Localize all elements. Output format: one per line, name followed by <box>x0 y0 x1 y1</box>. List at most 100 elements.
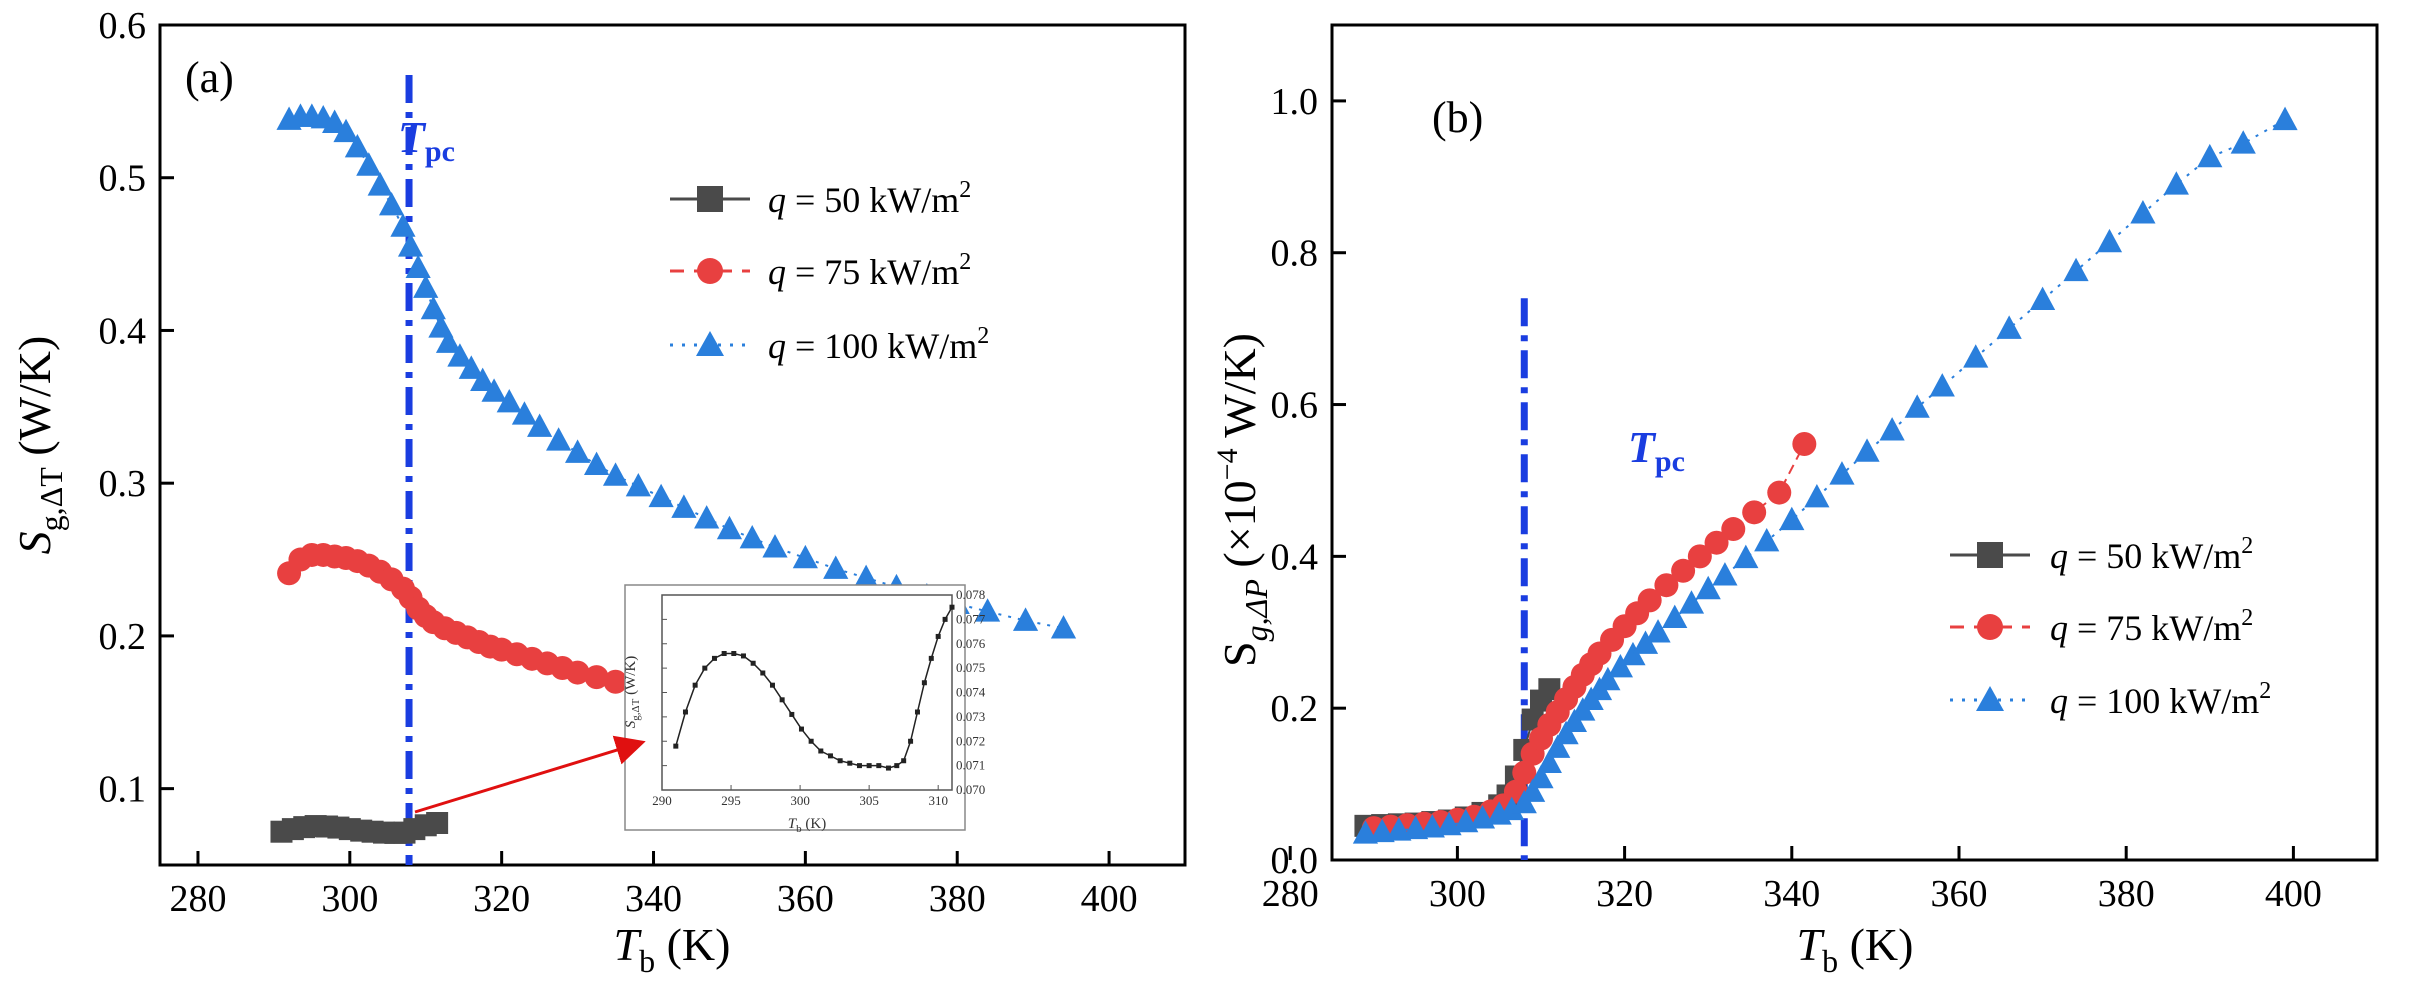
chart-b-series <box>1352 106 2298 844</box>
chart-a-ytick-label: 0.3 <box>99 463 147 505</box>
inset-data-point <box>711 655 717 661</box>
chart-b-tpc-label: Tpc <box>1628 423 1685 478</box>
chart-a-data-point <box>420 295 446 320</box>
chart-a-data-point <box>583 451 610 476</box>
chart-b-series-line <box>1365 119 2286 835</box>
inset-data-point <box>908 738 914 744</box>
inset-ytick-label: 0.077 <box>956 611 986 626</box>
inset-ytick-label: 0.070 <box>956 782 985 797</box>
inset-ytick-label: 0.071 <box>956 758 985 773</box>
inset-xtick-label: 310 <box>928 793 948 808</box>
chart-a-data-point <box>413 274 439 298</box>
inset-ytick-label: 0.074 <box>956 685 986 700</box>
inset-xtick-label: 295 <box>721 793 741 808</box>
chart-b-data-point <box>1645 619 1671 643</box>
chart-b-xtick-label: 340 <box>1763 873 1820 915</box>
chart-a-data-point <box>470 367 496 392</box>
chart-a-xtick-label: 320 <box>473 878 530 920</box>
chart-b-data-point <box>1545 734 1571 758</box>
chart-a-xlabel: Tb (K) <box>614 919 731 979</box>
chart-b-data-point <box>1742 500 1767 525</box>
chart-a-legend-label-75: q = 75 kW/m2 <box>768 249 971 292</box>
chart-b-data-point <box>1687 544 1712 569</box>
inset-data-point <box>769 682 775 688</box>
chart-b-data-point <box>2272 106 2298 131</box>
chart-a-data-point <box>603 669 628 694</box>
inset-data-point <box>798 726 804 732</box>
chart-b-ytick-label: 0.8 <box>1271 233 1319 275</box>
chart-a-data-point <box>584 665 609 690</box>
inset-data-point <box>876 763 882 769</box>
chart-b-data-point <box>2197 143 2223 168</box>
inset-data-point <box>928 655 934 661</box>
inset-data-point <box>935 633 941 639</box>
chart-a-data-point <box>390 213 416 237</box>
chart-a-data-point <box>447 343 473 367</box>
chart-a-legend-item-100: q = 100 kW/m2 <box>670 323 989 366</box>
chart-a-data-point <box>853 564 879 589</box>
chart-b-ticks: 280 300 320 340 360 380 400 0.0 0.2 0.4 0.6 0.8 1.0 <box>1262 81 2322 915</box>
chart-a-data-point <box>648 483 674 508</box>
chart-b-xtick-label: 300 <box>1429 873 1486 915</box>
inset-data-point <box>779 697 785 703</box>
chart-a-data-point <box>1012 607 1039 631</box>
inset-data-point <box>847 760 853 766</box>
chart-b-data-point <box>1678 590 1705 614</box>
chart-a-data-point <box>367 172 393 196</box>
inset-ytick-label: 0.078 <box>956 587 985 602</box>
chart-a-data-point <box>739 524 765 549</box>
chart-b-data-point <box>1637 588 1662 613</box>
inset-ytick-label: 0.075 <box>956 660 985 675</box>
chart-b-data-point <box>1904 394 1930 418</box>
chart-a-tpc-label: Tpc <box>398 113 455 168</box>
chart-b-data-point <box>1520 778 1546 802</box>
chart-b-xlabel: Tb (K) <box>1797 919 1914 979</box>
chart-b-data-point <box>1352 820 1379 844</box>
inset-data-point <box>942 616 948 622</box>
chart-b-data-point <box>1695 575 1721 600</box>
chart-b-data-point <box>1553 720 1579 745</box>
chart-a-ytick-label: 0.2 <box>99 616 147 658</box>
chart-b-data-point <box>1963 344 1989 368</box>
chart-b-data-point <box>2063 257 2089 282</box>
inset-data-point <box>721 651 727 656</box>
chart-b-xtick-label: 280 <box>1262 873 1319 915</box>
chart-b-data-point <box>1595 666 1621 691</box>
inset-data-point <box>731 651 737 656</box>
inset-data-point <box>818 748 824 754</box>
inset-markers <box>673 604 955 771</box>
chart-a: 280 300 320 340 360 380 4000.10.20.30.40.50.6 … <box>9 5 1187 979</box>
inset-data-point <box>827 753 833 759</box>
chart-b-legend-item-100: q = 100 kW/m2 <box>1950 678 2271 721</box>
chart-a-panel-label: (a) <box>185 53 234 102</box>
chart-b-data-point <box>1712 562 1738 586</box>
chart-b-ytick-label: 0.6 <box>1271 385 1319 427</box>
chart-a-data-point <box>322 109 348 133</box>
chart-b-data-point <box>1369 818 1395 843</box>
chart-b-data-point <box>1386 817 1412 841</box>
chart-b-xtick-label: 320 <box>1596 873 1653 915</box>
inset-data-point <box>949 604 955 610</box>
chart-a-data-point <box>565 660 590 685</box>
inset-data-point <box>885 765 891 771</box>
chart-b-data-point <box>1754 527 1780 552</box>
chart-b-data-point <box>1654 573 1679 598</box>
chart-a-data-point <box>546 427 572 451</box>
chart-b-data-point <box>1929 373 1955 397</box>
chart-a-xtick-label: 300 <box>321 878 378 920</box>
chart-a-data-point <box>823 555 849 579</box>
chart-a-data-point <box>426 812 449 834</box>
chart-b-ylabel: Sg,ΔP (×10−4 W/K) <box>1211 333 1274 667</box>
chart-b-legend-label-100: q = 100 kW/m2 <box>2050 678 2271 721</box>
chart-a-data-point <box>496 389 522 413</box>
chart-a-ytick-label: 0.4 <box>99 310 147 352</box>
chart-a-legend-label-50: q = 50 kW/m2 <box>768 177 971 220</box>
chart-b-data-point <box>1804 483 1830 508</box>
chart-a-xtick-label: 280 <box>169 878 226 920</box>
chart-a-data-point <box>435 329 462 353</box>
inset-data-point <box>856 763 862 769</box>
chart-a-ticks: 280 300 320 340 360 380 400 0.1 0.2 0.3 0.4 0.5 0.6 <box>99 5 1138 920</box>
inset-data-point <box>702 665 708 671</box>
chart-a-frame <box>158 23 1187 867</box>
chart-a-data-point <box>602 462 629 486</box>
